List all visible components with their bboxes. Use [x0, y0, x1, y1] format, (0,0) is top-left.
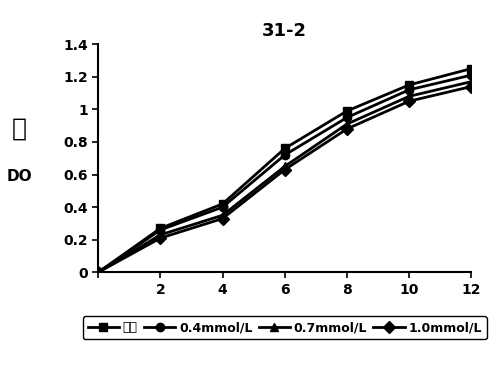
- 0.7mmol/L: [406, 94, 412, 99]
- 空白: [468, 66, 474, 71]
- Text: DO: DO: [7, 169, 32, 184]
- 1.0mmol/L: [95, 270, 101, 275]
- 0.4mmol/L: [344, 115, 350, 120]
- 空白: [406, 83, 412, 87]
- 0.7mmol/L: [158, 233, 164, 237]
- Title: 31-2: 31-2: [262, 22, 307, 40]
- Line: 1.0mmol/L: 1.0mmol/L: [94, 82, 475, 276]
- 空白: [282, 146, 288, 151]
- 1.0mmol/L: [468, 84, 474, 89]
- 空白: [95, 270, 101, 275]
- Line: 空白: 空白: [94, 64, 475, 276]
- 0.4mmol/L: [282, 153, 288, 157]
- 0.4mmol/L: [95, 270, 101, 275]
- 0.4mmol/L: [406, 88, 412, 92]
- 1.0mmol/L: [282, 167, 288, 172]
- 空白: [158, 226, 164, 230]
- Legend: 空白, 0.4mmol/L, 0.7mmol/L, 1.0mmol/L: 空白, 0.4mmol/L, 0.7mmol/L, 1.0mmol/L: [82, 316, 487, 339]
- 0.7mmol/L: [95, 270, 101, 275]
- 0.7mmol/L: [282, 164, 288, 169]
- 0.7mmol/L: [468, 79, 474, 84]
- 空白: [344, 109, 350, 113]
- Text: 值: 值: [12, 117, 27, 141]
- 0.4mmol/L: [468, 73, 474, 77]
- 1.0mmol/L: [406, 99, 412, 103]
- 0.4mmol/L: [219, 205, 225, 209]
- 0.7mmol/L: [219, 213, 225, 217]
- 0.7mmol/L: [344, 122, 350, 126]
- 1.0mmol/L: [158, 236, 164, 240]
- 1.0mmol/L: [344, 127, 350, 131]
- 空白: [219, 202, 225, 206]
- 1.0mmol/L: [219, 216, 225, 221]
- Line: 0.7mmol/L: 0.7mmol/L: [94, 78, 475, 276]
- 0.4mmol/L: [158, 228, 164, 232]
- Line: 0.4mmol/L: 0.4mmol/L: [94, 71, 475, 276]
